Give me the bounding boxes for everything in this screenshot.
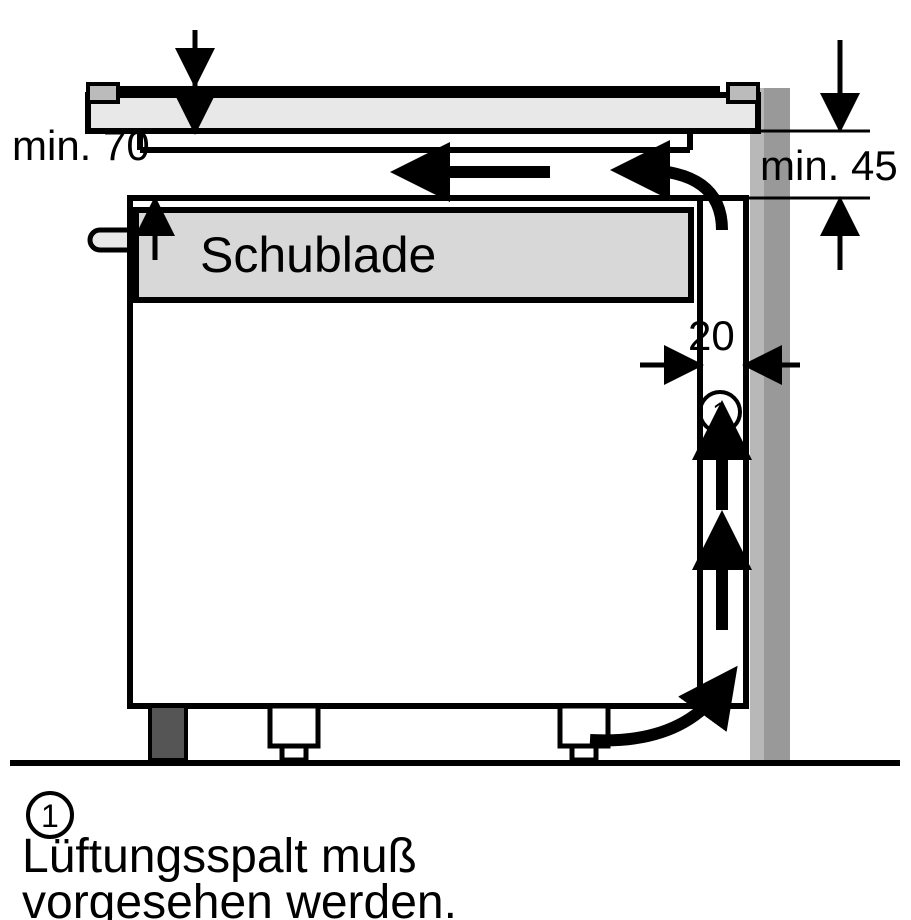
legend-marker-text: 1 [41, 798, 59, 834]
floor-line [10, 760, 900, 766]
dim-min70-label: min. 70 [12, 122, 150, 169]
countertop-endcap-right [728, 84, 758, 102]
dim-min45-label: min. 45 [760, 142, 898, 189]
cabinet-feet [150, 706, 608, 760]
countertop-endcap-left [88, 84, 118, 102]
front-knob [90, 230, 128, 250]
legend: 1 Lüftungsspalt muß vorgesehen werden. [22, 793, 457, 920]
legend-line2: vorgesehen werden. [22, 876, 457, 920]
foot-left-dark [150, 706, 186, 760]
dim-gap20-label: 20 [688, 312, 735, 359]
cooktop-glass [120, 86, 720, 95]
drawer-label: Schublade [200, 227, 436, 283]
installation-diagram: Schublade min. 70 [0, 0, 911, 920]
svg-text:1: 1 [712, 397, 729, 430]
countertop [88, 95, 758, 131]
foot-2 [270, 706, 318, 746]
